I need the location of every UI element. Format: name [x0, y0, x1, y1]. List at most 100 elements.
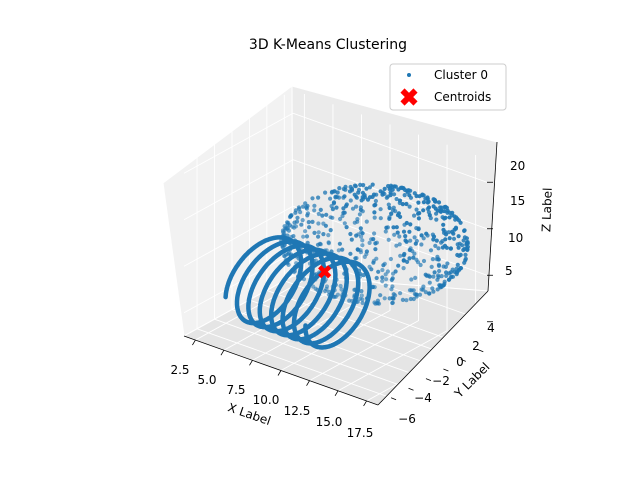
chart-title: 3D K-Means Clustering [249, 37, 407, 53]
sphere-point [456, 218, 461, 223]
sphere-point [456, 245, 461, 250]
sphere-point [412, 213, 417, 218]
z-tick-label: 20 [510, 159, 525, 173]
sphere-point [441, 264, 446, 269]
sphere-point [378, 293, 383, 298]
sphere-point [344, 202, 349, 207]
sphere-point [403, 234, 408, 239]
legend-cluster-0-label: Cluster 0 [434, 68, 488, 82]
cluster-0-helix [223, 235, 372, 350]
sphere-point [330, 207, 335, 212]
y-tick-mark [478, 349, 484, 353]
sphere-point [374, 275, 379, 281]
sphere-point [405, 259, 410, 264]
sphere-point [434, 211, 439, 216]
sphere-point [404, 298, 409, 303]
sphere-point [430, 286, 435, 291]
sphere-point [391, 296, 396, 301]
sphere-point [348, 231, 353, 237]
sphere-point [419, 287, 424, 292]
x-axis-ticks: 2.5 5.0 7.5 10.0 12.5 15.0 17.5 [170, 339, 373, 440]
sphere-point [369, 267, 374, 272]
sphere-point [417, 194, 422, 199]
sphere-point [436, 262, 441, 267]
sphere-point [392, 232, 397, 237]
sphere-point [465, 246, 470, 251]
x-tick-mark [363, 400, 367, 407]
sphere-point [324, 212, 329, 217]
sphere-point [394, 243, 399, 248]
sphere-point [360, 300, 365, 306]
sphere-point [336, 195, 342, 200]
sphere-point [330, 189, 335, 194]
sphere-point [419, 233, 424, 238]
sphere-point [326, 240, 331, 245]
sphere-point [431, 204, 436, 209]
z-grid-line [183, 159, 488, 230]
sphere-point [364, 186, 369, 191]
sphere-point [333, 195, 338, 200]
sphere-point [427, 291, 432, 296]
sphere-point [383, 272, 388, 277]
sphere-point [421, 208, 426, 213]
sphere-point [414, 292, 419, 297]
sphere-point [432, 198, 438, 203]
sphere-point [426, 205, 432, 210]
sphere-point [341, 186, 346, 192]
sphere-point [360, 238, 365, 243]
sphere-point [445, 208, 450, 213]
sphere-point [438, 283, 443, 288]
sphere-point [456, 234, 461, 239]
sphere-point [303, 229, 308, 234]
sphere-point [393, 209, 398, 214]
sphere-point [349, 237, 354, 242]
sphere-point [340, 213, 345, 219]
sphere-point [373, 198, 378, 204]
y-axis-line [377, 290, 489, 406]
sphere-point [417, 292, 423, 297]
sphere-point [416, 200, 421, 205]
sphere-point [356, 187, 362, 192]
sphere-point [361, 183, 366, 188]
sphere-point [432, 270, 437, 275]
sphere-point [411, 255, 416, 260]
sphere-point [453, 226, 458, 231]
sphere-point [375, 301, 380, 306]
y-tick-mark [460, 359, 466, 362]
sphere-point [435, 287, 440, 292]
sphere-point [391, 271, 396, 276]
sphere-point [461, 238, 466, 243]
sphere-point [455, 270, 460, 275]
sphere-point [342, 210, 347, 215]
sphere-point [370, 182, 375, 187]
sphere-point [378, 216, 383, 221]
sphere-point [318, 207, 323, 212]
sphere-point [463, 258, 468, 263]
sphere-point [389, 211, 394, 216]
sphere-point [299, 222, 304, 227]
sphere-point [407, 193, 412, 198]
sphere-point [360, 231, 365, 236]
sphere-point [465, 240, 470, 245]
sphere-point [284, 252, 289, 257]
y-tick-label: 0 [456, 355, 464, 369]
sphere-point [359, 198, 364, 203]
sphere-point [347, 189, 353, 194]
x-tick-label: 10.0 [253, 393, 280, 407]
sphere-point [440, 239, 445, 244]
sphere-point [437, 268, 442, 274]
sphere-point [394, 225, 399, 230]
sphere-point [292, 220, 297, 225]
sphere-point [295, 215, 300, 220]
sphere-point [441, 230, 447, 235]
y-tick-mark [408, 387, 414, 391]
sphere-point [408, 188, 413, 193]
sphere-point [330, 215, 335, 220]
sphere-point [401, 266, 406, 271]
sphere-point [291, 225, 297, 230]
y-tick-mark [425, 378, 432, 381]
sphere-point [304, 234, 310, 239]
sphere-point [341, 206, 346, 211]
sphere-point [337, 241, 342, 246]
